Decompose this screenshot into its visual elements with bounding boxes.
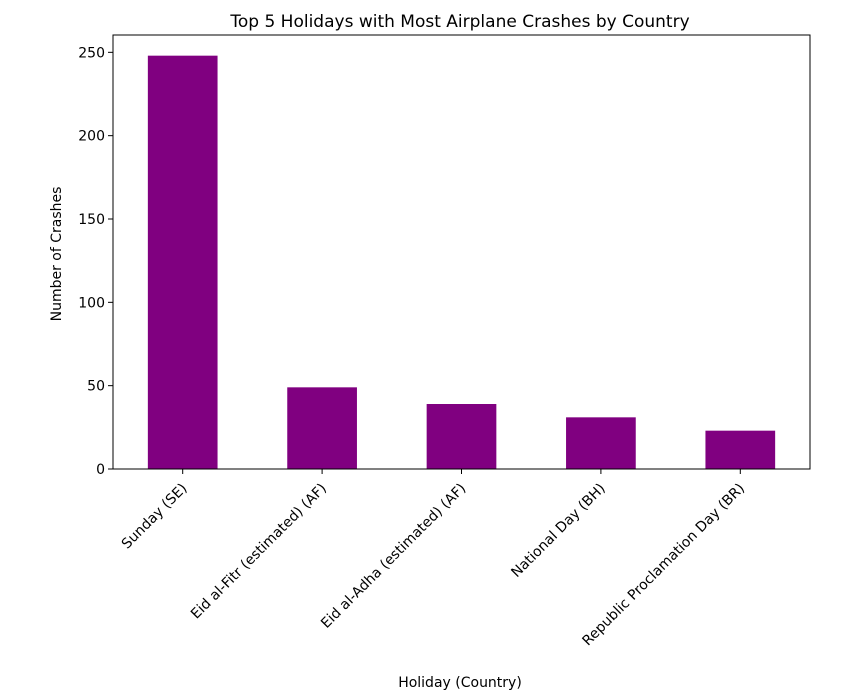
x-tick-label: Sunday (SE) [119,481,191,553]
y-tick-label: 250 [78,45,105,61]
y-tick-label: 100 [78,295,105,311]
y-tick-label: 150 [78,212,105,228]
x-tick-label: Eid al-Fitr (estimated) (AF) [188,481,330,623]
y-tick-label: 0 [96,462,105,478]
x-tick-label: Eid al-Adha (estimated) (AF) [318,481,469,632]
plot-area: 0 50 100 150 200 250 Sunday (SE)Eid al-Fitr (e… [78,34,811,650]
bar [287,387,357,469]
bar [426,404,497,469]
bar [147,55,218,470]
bar [566,417,636,469]
x-tick-label: Republic Proclamation Day (BR) [579,481,748,650]
y-tick-label: 200 [78,129,105,145]
chart-title: Top 5 Holidays with Most Airplane Crashe… [229,12,689,32]
bar [705,430,776,469]
y-axis-label: Number of Crashes [49,187,65,322]
x-tick-label: National Day (BH) [508,481,608,581]
x-axis-label: Holiday (Country) [398,675,522,691]
y-tick-label: 50 [87,379,105,395]
